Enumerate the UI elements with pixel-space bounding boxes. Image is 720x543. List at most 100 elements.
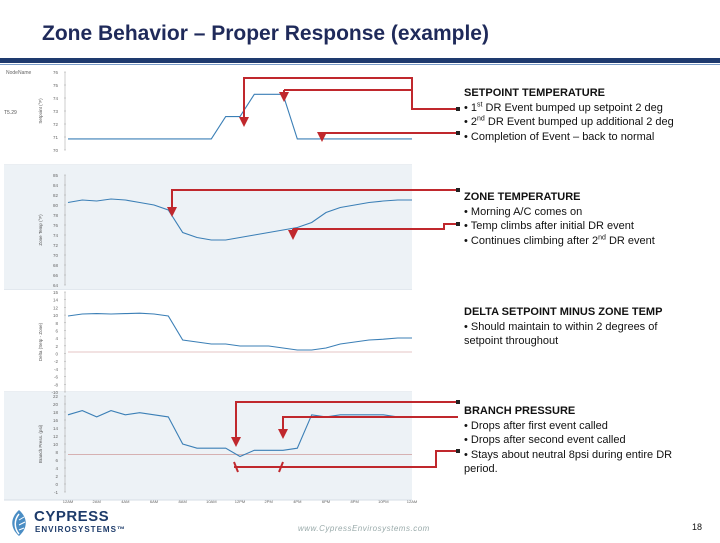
annotation-bullet: • 2nd DR Event bumped up additional 2 de… (464, 115, 674, 128)
y-tick-label: 76 (53, 223, 59, 228)
panel-bg-1 (4, 165, 412, 290)
y-tick-label: 72 (53, 122, 59, 127)
bracket-left (233, 461, 239, 473)
y-tick-label: 71 (53, 135, 59, 140)
y-tick-label: 70 (53, 253, 59, 258)
annotation-heading: DELTA SETPOINT MINUS ZONE TEMP (464, 306, 663, 318)
y-axis-label: Branch Press. (psi) (38, 424, 43, 463)
y-tick-label: -8 (54, 382, 58, 387)
y-axis-label: Setpoint (°F) (38, 98, 43, 124)
connector-branch-1 (235, 401, 458, 436)
y-tick-label: 74 (53, 96, 59, 101)
x-tick-label: 8PM (351, 499, 359, 504)
y-tick-label: 80 (53, 203, 59, 208)
y-tick-label: 73 (53, 109, 59, 114)
footer-url: www.CypressEnvirosystems.com (298, 524, 430, 533)
connector-setpoint-1 (243, 77, 458, 118)
anchor-marker (456, 131, 460, 135)
annotation-bullet: • Drops after first event called (464, 419, 608, 432)
title-underline (0, 58, 720, 63)
logo-subtitle: ENVIROSYSTEMS™ (35, 525, 126, 534)
annotation-heading: ZONE TEMPERATURE (464, 191, 581, 203)
y-tick-label: 20 (53, 402, 59, 407)
y-tick-label: 68 (53, 263, 59, 268)
annotation-bullet: • Stays about neutral 8psi during entire… (464, 448, 673, 461)
y-tick-label: 15 (53, 290, 59, 295)
y-axis-label: Zone Temp (°F) (38, 214, 43, 246)
y-tick-label: 0 (55, 352, 58, 357)
annotation-bullet: • 1st DR Event bumped up setpoint 2 deg (464, 100, 663, 114)
y-tick-label: 72 (53, 243, 59, 248)
connector-zone-2 (293, 223, 458, 230)
x-tick-label: 10PM (378, 499, 388, 504)
y-tick-label: -2 (54, 359, 58, 364)
y-tick-label: 8 (55, 450, 58, 455)
y-axis-label: Delta (Setp - Zone) (38, 322, 43, 361)
company-logo: CYPRESS ENVIROSYSTEMS™ (6, 508, 126, 538)
page-number: 18 (692, 522, 703, 532)
logo-leaf-icon (12, 510, 26, 536)
series-line-0 (68, 93, 412, 140)
y-tick-label: 10 (53, 442, 59, 447)
y-tick-label: 74 (53, 233, 59, 238)
connector-zone-1 (171, 189, 458, 205)
y-tick-label: 14 (53, 298, 59, 303)
y-tick-label: 78 (53, 213, 59, 218)
annotation-block-0: SETPOINT TEMPERATURE • 1st DR Event bumpe… (464, 86, 714, 144)
annotation-heading: SETPOINT TEMPERATURE (464, 87, 605, 99)
y-tick-label: 12 (53, 434, 59, 439)
x-tick-label: 10AM (206, 499, 216, 504)
connector-branch-3 (278, 450, 458, 468)
title-underline-thin (0, 64, 720, 65)
panel-left-label: T5.29 (4, 110, 17, 116)
annotation-block-2: DELTA SETPOINT MINUS ZONE TEMP • Should m… (464, 305, 714, 349)
y-tick-label: 14 (53, 426, 59, 431)
x-tick-label: 12AM (407, 499, 417, 504)
annotation-bullet: • Temp climbs after initial DR event (464, 220, 634, 232)
y-tick-label: 6 (55, 328, 58, 333)
anchor-marker (456, 107, 460, 111)
y-tick-label: 64 (53, 283, 59, 288)
y-tick-label: 76 (53, 70, 59, 75)
y-tick-label: 22 (53, 394, 59, 399)
slide-title: Zone Behavior – Proper Response (example… (42, 22, 489, 45)
y-tick-label: 82 (53, 193, 59, 198)
y-tick-label: 6 (55, 458, 58, 463)
x-tick-label: 6PM (322, 499, 330, 504)
y-tick-label: 70 (53, 148, 59, 153)
y-tick-label: -6 (54, 375, 58, 380)
y-tick-label: 4 (55, 466, 58, 471)
y-tick-label: 10 (53, 313, 59, 318)
anchor-marker (456, 449, 460, 453)
y-tick-label: 12 (53, 305, 59, 310)
y-tick-label: 84 (53, 183, 59, 188)
x-tick-label: 2PM (265, 499, 273, 504)
x-tick-label: 12AM (63, 499, 73, 504)
y-tick-label: 0 (55, 482, 58, 487)
annotation-heading: BRANCH PRESSURE (464, 405, 576, 417)
series-line-3 (67, 410, 412, 458)
y-tick-label: 75 (53, 83, 59, 88)
panel-bg-0 (4, 72, 412, 165)
x-tick-label: 4AM (121, 499, 129, 504)
bracket-right (278, 461, 284, 473)
annotation-bullet: • Should maintain to within 2 degrees of (464, 320, 658, 333)
logo-name: CYPRESS (34, 508, 110, 525)
y-tick-label: 2 (55, 474, 58, 479)
panel-bg-3 (4, 392, 412, 500)
series-line-1 (67, 198, 412, 241)
y-tick-label: -1 (54, 490, 58, 495)
annotation-bullet: • Morning A/C comes on (464, 205, 583, 218)
y-tick-label: 8 (55, 321, 58, 326)
y-tick-label: 2 (55, 344, 58, 349)
y-tick-label: 4 (55, 336, 58, 341)
x-tick-label: 4PM (293, 499, 301, 504)
annotation-bullet: setpoint throughout (464, 335, 559, 347)
x-tick-label: 6AM (150, 499, 158, 504)
y-tick-label: -10 (51, 390, 58, 395)
connector-branch-2 (282, 416, 458, 428)
x-tick-label: 2AM (93, 499, 101, 504)
annotation-block-1: ZONE TEMPERATURE • Morning A/C comes on • … (464, 190, 714, 248)
y-tick-label: -4 (54, 367, 58, 372)
